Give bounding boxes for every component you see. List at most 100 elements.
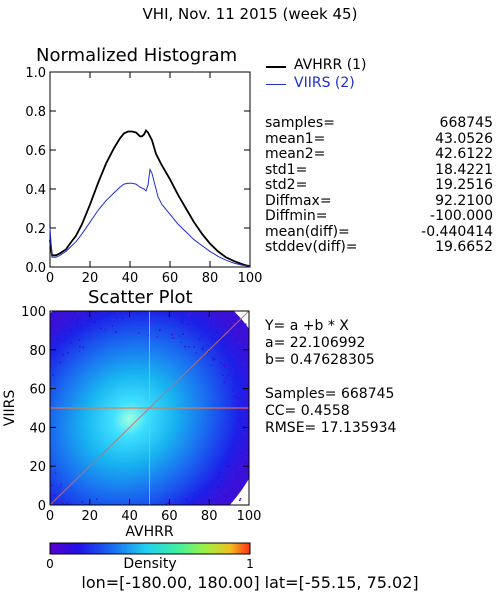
scatter-speckle [232, 355, 234, 358]
scatter-speckle [116, 312, 118, 314]
regression-cc: CC= 0.4558 [265, 403, 350, 419]
scatter-speckle [221, 373, 223, 375]
scatter-speckle [239, 401, 241, 403]
scatter-speckle [188, 313, 190, 315]
scatter-speckle [64, 320, 67, 323]
scatter-speckle [223, 467, 225, 469]
scatter-speckle [237, 429, 239, 431]
scatter-speckle [77, 312, 80, 314]
scatter-speckle [62, 316, 65, 318]
scatter-speckle [199, 338, 201, 341]
scatter-speckle [61, 337, 63, 339]
regression-panel: Y= a +b * X a= 22.106992 b= 0.47628305 S… [265, 318, 396, 437]
scatter-speckle [141, 318, 143, 321]
regression-equation: Y= a +b * X [265, 318, 349, 334]
histogram-x-tick-label: 40 [122, 271, 139, 286]
scatter-speckle [218, 486, 221, 488]
scatter-speckle [178, 538, 180, 540]
scatter-speckle [43, 521, 45, 523]
scatter-speckle [246, 470, 248, 473]
scatter-speckle [247, 432, 249, 434]
scatter-speckle [51, 484, 54, 487]
scatter-speckle [167, 311, 169, 313]
scatter-x-tick-label: 60 [161, 509, 178, 524]
scatter-speckle [237, 342, 239, 345]
stat-label: stddev(diff)= [265, 239, 358, 255]
scatter-speckle [39, 492, 41, 494]
scatter-speckle [121, 317, 124, 319]
scatter-speckle [40, 330, 42, 332]
scatter-speckle [5, 440, 7, 442]
scatter-speckle [260, 430, 262, 432]
scatter-speckle [10, 453, 12, 455]
scatter-speckle [223, 343, 225, 346]
scatter-speckle [256, 410, 258, 412]
scatter-speckle [50, 483, 53, 486]
scatter-speckle [157, 510, 159, 512]
scatter-speckle [116, 316, 118, 319]
scatter-speckle [70, 341, 72, 344]
scatter-speckle [258, 385, 260, 387]
scatter-speckle [204, 531, 206, 533]
scatter-speckle [237, 347, 240, 350]
scatter-y-tick-label: 80 [29, 344, 46, 359]
stat-row: Diffmin= -100.000 [265, 209, 493, 225]
scatter-speckle [77, 322, 79, 324]
scatter-speckle [31, 405, 33, 407]
histogram-y-tick-label: 1.0 [25, 66, 46, 81]
scatter-speckle [14, 333, 16, 335]
stat-value: 43.0526 [435, 130, 493, 147]
scatter-speckle [243, 324, 246, 327]
scatter-speckle [11, 491, 13, 493]
scatter-speckle [25, 373, 27, 375]
stat-row: stddev(diff)= 19.6652 [265, 240, 493, 256]
scatter-speckle [293, 454, 295, 456]
scatter-speckle [281, 470, 283, 472]
scatter-speckle [224, 495, 226, 497]
scatter-speckle [5, 436, 7, 438]
scatter-speckle [82, 346, 84, 348]
scatter-speckle [99, 327, 102, 329]
histogram-x-tick-label: 0 [46, 271, 54, 286]
scatter-speckle [19, 356, 21, 358]
stat-value: 19.6652 [435, 239, 493, 255]
scatter-speckle [241, 409, 243, 412]
scatter-speckle [61, 502, 64, 504]
histogram-x-tick-label: 100 [238, 271, 263, 286]
scatter-speckle [252, 335, 254, 337]
scatter-speckle [114, 531, 116, 533]
scatter-speckle [185, 498, 188, 500]
scatter-speckle [81, 501, 84, 503]
scatter-speckle [155, 515, 157, 517]
scatter-speckle [250, 328, 252, 330]
stat-row: std2= 19.2516 [265, 178, 493, 194]
scatter-speckle [232, 322, 235, 324]
scatter-speckle [226, 466, 229, 468]
scatter-speckle [210, 506, 212, 508]
scatter-speckle [21, 447, 23, 449]
scatter-speckle [232, 525, 234, 527]
histogram-frame [49, 71, 251, 268]
scatter-speckle [218, 472, 220, 474]
scatter-speckle [65, 530, 67, 532]
scatter-speckle [237, 424, 240, 427]
colorbar-max-label: 1 [246, 557, 254, 571]
scatter-speckle [235, 328, 237, 330]
scatter-speckle [171, 540, 173, 542]
stat-label: mean1= [265, 130, 326, 147]
scatter-speckle [239, 499, 241, 502]
scatter-speckle [165, 502, 168, 505]
scatter-density-field [5, 311, 295, 542]
scatter-speckle [201, 318, 204, 321]
stat-label: Diffmin= [265, 208, 328, 224]
scatter-speckle [260, 398, 262, 400]
stat-value: 668745 [439, 115, 493, 131]
scatter-speckle [231, 332, 233, 335]
scatter-speckle [225, 326, 228, 329]
scatter-speckle [187, 345, 190, 348]
scatter-speckle [259, 354, 261, 356]
scatter-speckle [54, 494, 56, 497]
scatter-speckle [227, 374, 230, 376]
scatter-speckle [223, 381, 225, 383]
scatter-speckle [193, 346, 195, 348]
